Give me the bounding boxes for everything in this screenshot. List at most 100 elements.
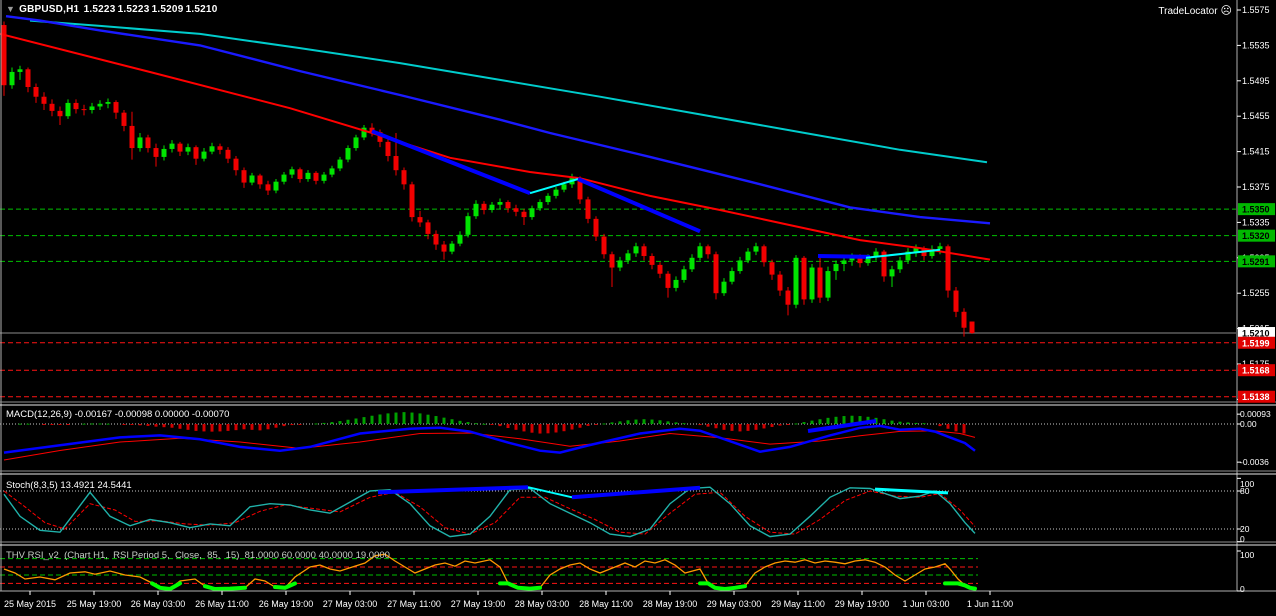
rsi-oversold-signal-segment bbox=[498, 581, 542, 591]
candle-body bbox=[369, 127, 375, 133]
candle-body bbox=[313, 172, 319, 181]
candle-body bbox=[585, 199, 591, 219]
candle-body bbox=[489, 204, 495, 211]
price-badge-red bbox=[1238, 336, 1275, 349]
macd-histogram-bar bbox=[682, 423, 686, 425]
candles-layer bbox=[1, 21, 975, 337]
price-badge-label: 1.5291 bbox=[1242, 257, 1270, 267]
macd-histogram-bar bbox=[146, 424, 150, 426]
macd-histogram-bar bbox=[858, 416, 862, 424]
candle-body bbox=[649, 256, 655, 265]
candle-body bbox=[513, 208, 519, 212]
candle-body bbox=[905, 251, 911, 261]
macd-histogram-bar bbox=[594, 424, 598, 425]
macd-panel bbox=[0, 412, 1236, 461]
candle-body bbox=[41, 96, 47, 104]
price-badge-label: 1.5168 bbox=[1242, 366, 1270, 376]
macd-histogram-bar bbox=[658, 420, 662, 424]
macd-histogram-bar bbox=[826, 417, 830, 424]
candle-body bbox=[257, 175, 263, 185]
macd-histogram-bar bbox=[546, 424, 550, 434]
candle-body bbox=[129, 125, 135, 149]
candle-body bbox=[865, 256, 871, 264]
macd-histogram-bar bbox=[650, 419, 654, 424]
candle-body bbox=[801, 257, 807, 300]
macd-histogram-bar bbox=[890, 420, 894, 424]
candle-body bbox=[33, 86, 39, 97]
macd-histogram-bar bbox=[634, 419, 638, 424]
price-badge-label: 1.5138 bbox=[1242, 392, 1270, 402]
candle-body bbox=[609, 254, 615, 268]
macd-axis-label: 0.00 bbox=[1240, 419, 1257, 429]
candle-body bbox=[793, 257, 799, 305]
candle-body bbox=[1, 25, 7, 86]
macd-histogram-bar bbox=[834, 416, 838, 424]
candle-body bbox=[809, 267, 815, 300]
macd-histogram-bar bbox=[554, 424, 558, 433]
macd-histogram-bar bbox=[666, 421, 670, 424]
candle-body bbox=[193, 147, 199, 159]
candle-body bbox=[705, 246, 711, 255]
macd-histogram-bar bbox=[322, 422, 326, 424]
candle-body bbox=[473, 203, 479, 217]
macd-histogram-bar bbox=[722, 424, 726, 430]
macd-histogram-bar bbox=[450, 419, 454, 424]
macd-histogram-bar bbox=[234, 424, 238, 431]
candle-body bbox=[433, 233, 439, 245]
candle-body bbox=[833, 263, 839, 272]
trend-segment bbox=[577, 177, 701, 234]
trend-segment bbox=[371, 129, 531, 196]
candle-body bbox=[97, 103, 103, 107]
candle-body bbox=[641, 246, 647, 257]
macd-histogram-bar bbox=[442, 417, 446, 424]
macd-histogram-bar bbox=[706, 424, 710, 427]
macd-histogram-bar bbox=[562, 424, 566, 432]
frame-layer bbox=[0, 0, 1276, 592]
macd-histogram-bar bbox=[370, 415, 374, 424]
macd-trend-segment bbox=[807, 419, 877, 433]
macd-histogram-bar bbox=[538, 424, 542, 434]
macd-histogram-bar bbox=[266, 424, 270, 430]
stoch-axis-label: 100 bbox=[1240, 479, 1254, 489]
macd-histogram-bar bbox=[754, 424, 758, 430]
price-tick-label: 1.5375 bbox=[1242, 182, 1270, 192]
price-badge-red bbox=[1238, 364, 1275, 377]
candle-body bbox=[753, 246, 759, 252]
macd-histogram-bar bbox=[346, 419, 350, 424]
macd-histogram-bar bbox=[458, 420, 462, 424]
macd-histogram-bar bbox=[922, 423, 926, 425]
price-badge-green bbox=[1238, 203, 1275, 216]
trend-segment bbox=[865, 248, 941, 259]
candle-body bbox=[73, 102, 79, 110]
macd-histogram-bar bbox=[786, 424, 790, 425]
macd-histogram-bar bbox=[90, 423, 94, 425]
candle-body bbox=[345, 148, 351, 160]
macd-histogram-bar bbox=[738, 424, 742, 432]
macd-histogram-bar bbox=[42, 424, 46, 425]
stoch-axis-label: 0 bbox=[1240, 534, 1245, 544]
candle-body bbox=[281, 174, 287, 182]
candle-body bbox=[945, 246, 951, 291]
candle-body bbox=[673, 279, 679, 288]
price-tick-label: 1.5455 bbox=[1242, 111, 1270, 121]
macd-histogram-bar bbox=[642, 419, 646, 424]
rsi-oversold-signal-segment bbox=[943, 581, 977, 591]
time-axis[interactable]: 25 May 2015 25 May 19:00 26 May 03:00 26 Ma… bbox=[4, 591, 1013, 609]
candle-body bbox=[241, 170, 247, 183]
macd-histogram-bar bbox=[194, 424, 198, 431]
macd-histogram-bar bbox=[202, 424, 206, 432]
time-tick-label: 1 Jun 03:00 bbox=[902, 599, 949, 609]
macd-histogram-bar bbox=[402, 412, 406, 424]
macd-histogram-bar bbox=[530, 424, 534, 433]
macd-histogram-bar bbox=[794, 423, 798, 425]
time-tick-label: 29 May 11:00 bbox=[771, 599, 825, 609]
candle-body bbox=[441, 244, 447, 252]
candle-body bbox=[249, 175, 255, 183]
price-tick-label: 1.5575 bbox=[1242, 5, 1270, 15]
price-axis[interactable]: 1.5575 1.5535 1.5495 1.5455 1.5415 1.5375 1.53… bbox=[1237, 5, 1275, 404]
macd-histogram-bar bbox=[354, 418, 358, 424]
macd-histogram-bar bbox=[82, 423, 86, 425]
